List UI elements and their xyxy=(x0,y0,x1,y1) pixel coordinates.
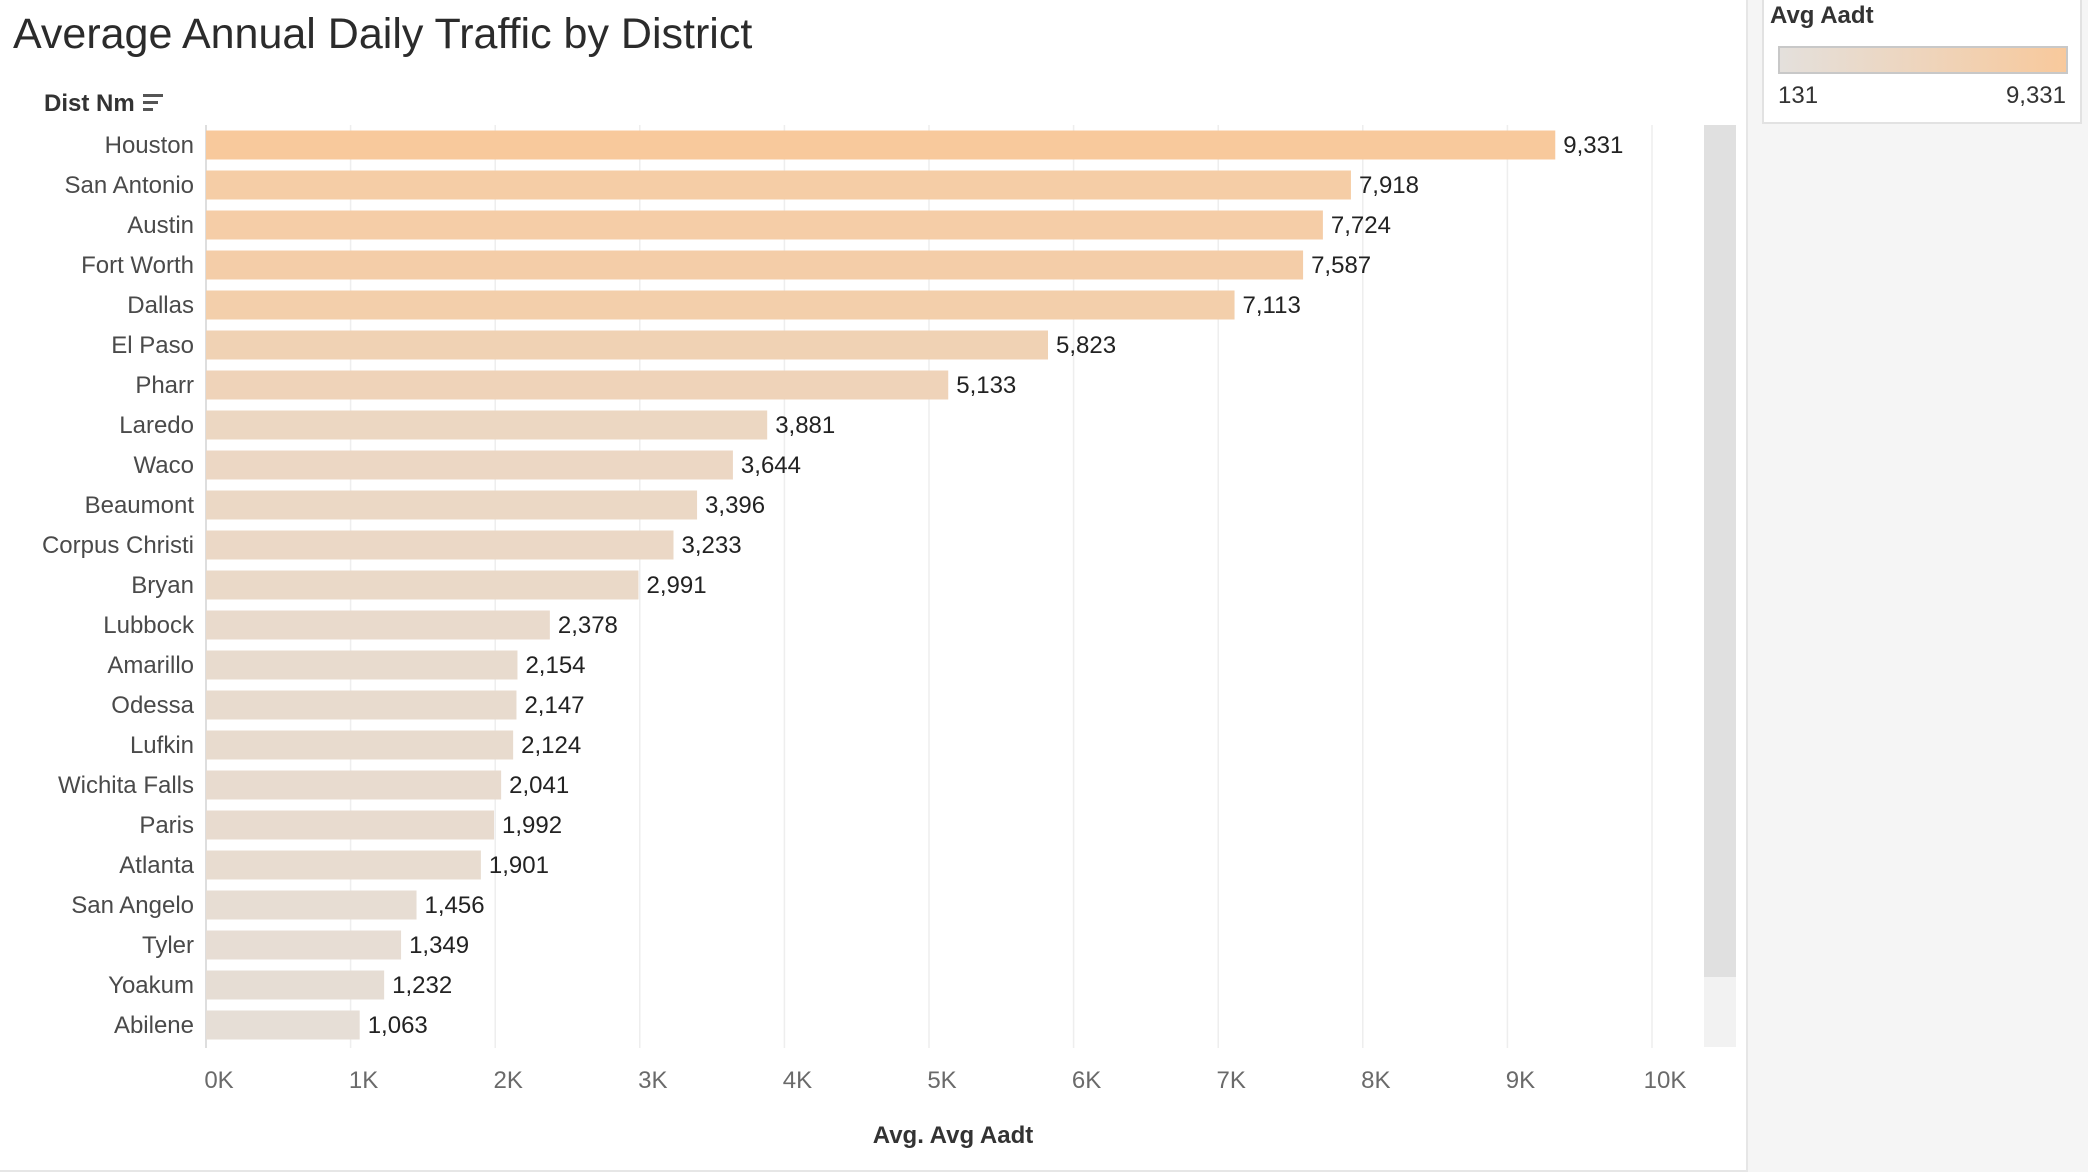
x-tick-label-8: 8K xyxy=(1361,1067,1390,1094)
value-label-15: 2,124 xyxy=(521,732,581,759)
bar-2 xyxy=(206,210,1323,240)
category-label-9: Beaumont xyxy=(85,492,195,519)
bar-1 xyxy=(206,170,1351,200)
value-label-19: 1,456 xyxy=(425,892,485,919)
value-label-7: 3,881 xyxy=(775,412,835,439)
x-tick-label-6: 6K xyxy=(1072,1067,1101,1094)
category-label-15: Lufkin xyxy=(130,732,194,759)
value-label-9: 3,396 xyxy=(705,492,765,519)
value-label-3: 7,587 xyxy=(1311,252,1371,279)
bar-17 xyxy=(206,810,495,840)
category-label-2: Austin xyxy=(127,212,194,239)
bar-5 xyxy=(206,330,1049,360)
row-header[interactable]: Dist Nm xyxy=(44,90,163,118)
bar-7 xyxy=(206,410,768,440)
value-label-8: 3,644 xyxy=(741,452,801,479)
category-label-5: El Paso xyxy=(111,332,194,359)
bar-18 xyxy=(206,850,481,880)
bar-3 xyxy=(206,250,1304,280)
category-label-10: Corpus Christi xyxy=(42,532,194,559)
value-label-1: 7,918 xyxy=(1359,172,1419,199)
value-label-2: 7,724 xyxy=(1331,212,1391,239)
bar-4 xyxy=(206,290,1235,320)
value-label-20: 1,349 xyxy=(409,932,469,959)
legend-max-label: 9,331 xyxy=(2005,82,2066,109)
category-label-17: Paris xyxy=(139,812,194,839)
row-header-label: Dist Nm xyxy=(44,90,135,117)
value-label-10: 3,233 xyxy=(681,532,741,559)
value-label-0: 9,331 xyxy=(1563,132,1623,159)
category-label-1: San Antonio xyxy=(65,172,194,199)
bar-11 xyxy=(206,570,639,600)
bar-9 xyxy=(206,490,698,520)
value-label-5: 5,823 xyxy=(1056,332,1116,359)
category-label-0: Houston xyxy=(105,132,194,159)
bar-chart: Houston 9,331 San Antonio 7,918 Austin 7,724 F… xyxy=(42,125,1736,1149)
x-axis-title: Avg. Avg Aadt xyxy=(873,1122,1033,1149)
value-label-22: 1,063 xyxy=(368,1012,428,1039)
category-label-20: Tyler xyxy=(142,932,194,959)
category-label-22: Abilene xyxy=(114,1012,194,1039)
category-label-8: Waco xyxy=(134,452,194,479)
bar-14 xyxy=(206,690,517,720)
chart-panel: Average Annual Daily Traffic by District… xyxy=(0,0,1748,1172)
x-tick-label-7: 7K xyxy=(1217,1067,1246,1094)
bar-6 xyxy=(206,370,949,400)
legend-min-label: 131 xyxy=(1778,82,1819,109)
x-tick-label-4: 4K xyxy=(783,1067,812,1094)
category-label-7: Laredo xyxy=(119,412,194,439)
bar-0 xyxy=(206,130,1556,160)
side-panel xyxy=(1748,0,2088,1172)
sort-icon[interactable] xyxy=(142,93,163,111)
value-label-12: 2,378 xyxy=(558,612,618,639)
x-tick-label-5: 5K xyxy=(927,1067,956,1094)
value-label-11: 2,991 xyxy=(646,572,706,599)
category-label-16: Wichita Falls xyxy=(58,772,194,799)
value-label-4: 7,113 xyxy=(1243,292,1301,319)
value-label-14: 2,147 xyxy=(524,692,584,719)
x-tick-label-1: 1K xyxy=(349,1067,378,1094)
bar-21 xyxy=(206,970,385,1000)
bar-20 xyxy=(206,930,402,960)
bar-22 xyxy=(206,1010,360,1040)
category-label-14: Odessa xyxy=(111,692,194,719)
bar-19 xyxy=(206,890,417,920)
value-label-21: 1,232 xyxy=(392,972,452,999)
legend-color-ramp xyxy=(1778,46,2068,74)
category-label-11: Bryan xyxy=(131,572,194,599)
color-legend: Avg Aadt 131 9,331 xyxy=(1762,0,2082,124)
category-label-3: Fort Worth xyxy=(81,252,194,279)
category-label-21: Yoakum xyxy=(108,972,194,999)
bar-12 xyxy=(206,610,550,640)
category-label-18: Atlanta xyxy=(119,852,194,879)
value-label-17: 1,992 xyxy=(502,812,562,839)
value-label-6: 5,133 xyxy=(956,372,1016,399)
category-label-6: Pharr xyxy=(135,372,194,399)
legend-title: Avg Aadt xyxy=(1770,2,1874,29)
bar-16 xyxy=(206,770,502,800)
value-label-13: 2,154 xyxy=(525,652,585,679)
category-label-19: San Angelo xyxy=(71,892,194,919)
bar-15 xyxy=(206,730,514,760)
x-tick-label-0: 0K xyxy=(204,1067,233,1094)
value-label-18: 1,901 xyxy=(489,852,549,879)
x-tick-label-9: 9K xyxy=(1506,1067,1535,1094)
x-tick-label-10: 10K xyxy=(1644,1067,1687,1094)
category-label-13: Amarillo xyxy=(107,652,194,679)
bar-8 xyxy=(206,450,733,480)
x-tick-label-2: 2K xyxy=(494,1067,523,1094)
category-label-4: Dallas xyxy=(127,292,194,319)
bar-10 xyxy=(206,530,674,560)
scrollbar-thumb[interactable] xyxy=(1704,125,1736,977)
value-label-16: 2,041 xyxy=(509,772,569,799)
bar-13 xyxy=(206,650,518,680)
x-tick-label-3: 3K xyxy=(638,1067,667,1094)
chart-title: Average Annual Daily Traffic by District xyxy=(13,10,753,58)
category-label-12: Lubbock xyxy=(103,612,195,639)
